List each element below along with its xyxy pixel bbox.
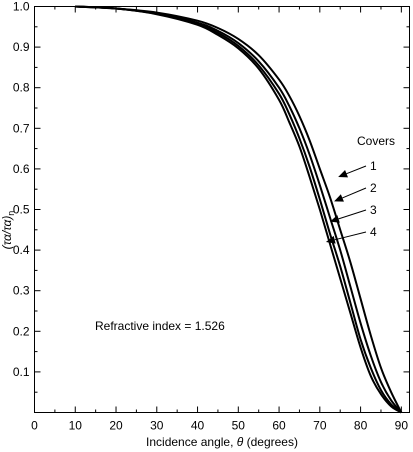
curve-covers-4 — [75, 5, 402, 414]
legend-arrowhead — [330, 215, 340, 223]
y-tick-label: 0.6 — [13, 162, 30, 176]
legend-arrow-line — [342, 187, 367, 199]
legend-arrowhead — [325, 235, 336, 244]
x-axis-title: Incidence angle, θ (degrees) — [146, 435, 298, 449]
annotation-refractive-index: Refractive index = 1.526 — [95, 319, 225, 333]
x-tick-label: 10 — [69, 419, 83, 433]
y-tick-label: 0.2 — [13, 324, 30, 338]
x-tick-label: 0 — [31, 419, 38, 433]
curve-covers-1 — [75, 5, 403, 413]
legend-arrow-line — [346, 165, 367, 175]
x-tick-label: 60 — [272, 419, 286, 433]
x-tick-label: 90 — [395, 419, 409, 433]
y-tick-label: 0.7 — [13, 121, 30, 135]
legend: Covers 1 2 3 4 — [325, 134, 395, 244]
legend-arrow-line — [338, 209, 367, 220]
axis-ticks: 0 10 20 30 40 50 60 70 80 90 0.1 0.2 0.3 0.4 0.5 0.6 0.7… — [13, 0, 410, 433]
curve-covers-2 — [75, 5, 403, 414]
y-tick-label: 0.9 — [13, 40, 30, 54]
legend-label-2: 2 — [370, 181, 377, 195]
y-tick-label: 0.8 — [13, 81, 30, 95]
legend-arrowhead — [338, 169, 349, 178]
x-tick-label: 20 — [109, 419, 123, 433]
x-tick-label: 40 — [191, 419, 205, 433]
x-tick-label: 50 — [232, 419, 246, 433]
curve-covers-3 — [75, 5, 402, 414]
curves — [75, 5, 403, 414]
y-axis-title: (τα/τα)n — [0, 211, 16, 250]
plot-frame — [34, 6, 410, 413]
y-tick-label: 0.1 — [13, 365, 30, 379]
legend-label-4: 4 — [370, 225, 377, 239]
legend-title: Covers — [357, 134, 395, 148]
y-tick-label: 1.0 — [13, 0, 30, 14]
y-tick-label: 0.4 — [13, 243, 30, 257]
x-tick-label: 30 — [150, 419, 164, 433]
legend-arrow-line — [334, 231, 367, 241]
legend-label-3: 3 — [370, 203, 377, 217]
legend-arrowhead — [334, 194, 344, 202]
y-tick-label: 0.3 — [13, 284, 30, 298]
x-tick-label: 80 — [354, 419, 368, 433]
y-tick-label: 0.5 — [13, 203, 30, 217]
x-tick-label: 70 — [313, 419, 327, 433]
legend-label-1: 1 — [370, 159, 377, 173]
